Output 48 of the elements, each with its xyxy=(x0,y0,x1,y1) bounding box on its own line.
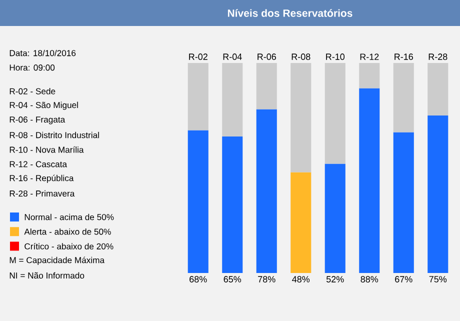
data-label: 52% xyxy=(326,276,344,282)
text: NI = Não Informado xyxy=(10,272,84,279)
bar xyxy=(222,62,243,136)
bar xyxy=(359,62,380,88)
bar xyxy=(393,62,414,132)
data-label: 67% xyxy=(395,276,412,282)
text: R-12 - Cascata xyxy=(10,161,68,168)
data-label: 68% xyxy=(190,276,207,282)
bar xyxy=(188,62,208,130)
legend-label: Crítico - abaixo de 20% xyxy=(24,242,114,250)
text: Data: 18/10/2016 xyxy=(10,50,76,56)
data-label: 65% xyxy=(224,276,242,282)
bar xyxy=(359,88,380,273)
text: R-10 - Nova Marília xyxy=(10,146,84,153)
bar xyxy=(393,132,414,273)
x-tick-label: R-28 xyxy=(428,54,448,60)
bar xyxy=(428,62,448,116)
x-tick-label: R-04 xyxy=(223,54,242,60)
text: R-02 - Sede xyxy=(10,88,56,94)
text: R-06 - Fragata xyxy=(10,116,66,124)
legend-label: Alerta - abaixo de 50% xyxy=(24,228,111,235)
legend-label: Normal - acima de 50% xyxy=(24,214,114,220)
text: R-04 - São Miguel xyxy=(10,102,78,110)
x-tick-label: R-08 xyxy=(292,54,310,60)
data-label: 48% xyxy=(292,276,310,282)
text: M = Capacidade Máxima xyxy=(10,256,105,265)
x-tick-label: R-06 xyxy=(258,54,276,60)
text: Hora: 09:00 xyxy=(10,64,55,71)
text: R-08 - Distrito Industrial xyxy=(10,132,99,138)
x-tick-label: R-16 xyxy=(394,54,413,60)
bar xyxy=(256,109,277,273)
bar xyxy=(324,164,346,273)
chart-title: Níveis dos Reservatórios xyxy=(228,9,352,17)
text: R-28 - Primavera xyxy=(10,190,75,197)
bar xyxy=(290,172,312,273)
bar xyxy=(256,62,277,110)
data-label: 75% xyxy=(429,276,447,282)
data-label: 78% xyxy=(258,276,276,282)
bar xyxy=(222,136,243,273)
bar xyxy=(324,62,346,164)
data-label: 88% xyxy=(360,276,378,282)
x-tick-label: R-02 xyxy=(189,54,208,60)
bar xyxy=(188,130,208,273)
x-tick-label: R-10 xyxy=(326,54,345,60)
bar xyxy=(290,62,312,172)
x-tick-label: R-12 xyxy=(360,54,379,60)
bar xyxy=(428,116,448,273)
text: R-16 - República xyxy=(10,174,74,183)
